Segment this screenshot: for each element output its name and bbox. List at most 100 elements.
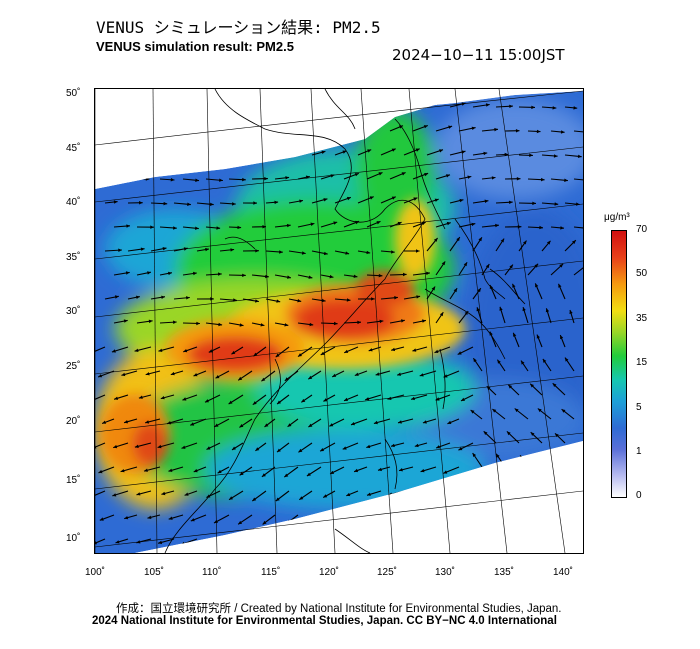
- wind-arrow-head: [193, 271, 197, 276]
- wind-arrow-head: [145, 420, 150, 424]
- wind-arrow-head: [298, 353, 302, 357]
- wind-arrow-head: [534, 263, 539, 268]
- wind-arrow-head: [558, 283, 562, 288]
- wind-arrow-head: [206, 494, 211, 498]
- colorbar-tick-50: 50: [636, 268, 648, 279]
- wind-arrow-head: [308, 275, 313, 279]
- wind-arrow-head: [367, 149, 372, 153]
- wind-arrow-head: [286, 223, 291, 228]
- wind-arrow-head: [170, 371, 175, 376]
- wind-arrow-head: [401, 172, 406, 176]
- wind-arrow-head: [95, 445, 97, 449]
- wind-arrow-head: [232, 446, 236, 450]
- wind-arrow-head: [576, 202, 580, 206]
- wind-arrow-head: [508, 384, 513, 389]
- forecast-timestamp: 2024−10−11 15:00JST: [392, 46, 565, 64]
- wind-arrow-head: [114, 295, 119, 299]
- wind-arrow: [573, 226, 583, 229]
- wind-arrow-head: [399, 468, 403, 472]
- wind-arrow-head: [215, 375, 220, 379]
- wind-arrow-head: [553, 154, 558, 158]
- wind-arrow-head: [434, 349, 439, 353]
- wind-arrow-head: [436, 445, 441, 449]
- wind-arrow-head: [457, 351, 462, 355]
- wind-arrow-head: [476, 307, 480, 312]
- credit-text: 作成：国立環境研究所 / Created by National Institu…: [116, 603, 562, 615]
- wind-arrow-head: [483, 431, 488, 435]
- wind-arrow-head: [231, 350, 236, 355]
- wind-arrow-head: [434, 198, 439, 202]
- wind-arrow-head: [560, 226, 564, 230]
- wind-arrow-head: [367, 492, 371, 496]
- wind-arrow-head: [394, 296, 398, 300]
- pm25-map[interactable]: [94, 88, 584, 554]
- concentration-field: [95, 91, 583, 553]
- wind-arrow-head: [473, 358, 477, 363]
- wind-arrow-head: [441, 261, 446, 266]
- wind-arrow-head: [509, 104, 513, 108]
- wind-arrow-head: [572, 240, 576, 244]
- wind-arrow-head: [120, 469, 125, 473]
- wind-arrow-head: [412, 348, 417, 352]
- wind-arrow-head: [173, 226, 177, 230]
- wind-arrow-head: [299, 496, 304, 500]
- wind-arrow-head: [486, 386, 491, 390]
- wind-arrow-head: [509, 200, 513, 204]
- wind-arrow-head: [217, 469, 222, 474]
- wind-arrow-head: [260, 323, 265, 327]
- wind-arrow-head: [499, 306, 503, 311]
- wind-arrow-head: [461, 150, 466, 154]
- wind-arrow-head: [443, 470, 448, 474]
- wind-arrow-head: [345, 251, 350, 255]
- wind-arrow-head: [491, 176, 496, 180]
- wind-arrow-head: [145, 372, 150, 376]
- wind-arrow-head: [355, 220, 360, 225]
- colorbar-tick-1: 1: [636, 446, 642, 457]
- wind-arrow-head: [98, 374, 103, 378]
- wind-arrow-head: [277, 400, 281, 404]
- wind-arrow-head: [237, 225, 242, 230]
- wind-arrow-head: [458, 447, 463, 451]
- wind-arrow-head: [366, 444, 371, 449]
- wind-arrow-head: [193, 468, 198, 473]
- wind-arrow-head: [435, 397, 440, 401]
- colorbar-tick-5: 5: [636, 402, 642, 413]
- wind-arrow-head: [443, 374, 448, 378]
- wind-arrow-head: [536, 129, 541, 134]
- wind-arrow-head: [158, 348, 163, 352]
- wind-arrow-head: [530, 432, 535, 436]
- wind-arrow-head: [378, 467, 382, 472]
- wind-arrow-head: [477, 288, 481, 293]
- wind-arrow-head: [521, 360, 525, 365]
- wind-arrow: [573, 178, 583, 182]
- wind-arrow-head: [495, 223, 499, 228]
- wind-arrow-head: [168, 516, 173, 520]
- wind-arrow-head: [121, 372, 126, 377]
- wind-arrow-head: [565, 357, 569, 362]
- wind-arrow-head: [459, 198, 464, 203]
- wind-arrow-head: [542, 358, 547, 363]
- wind-arrow-head: [136, 540, 141, 544]
- wind-arrow-head: [309, 322, 314, 327]
- wind-arrow-head: [470, 410, 475, 414]
- wind-arrow-head: [161, 295, 165, 299]
- wind-arrow-head: [170, 178, 175, 182]
- wind-arrow-head: [123, 319, 128, 323]
- wind-arrow-head: [134, 348, 139, 352]
- wind-arrow-head: [218, 322, 223, 327]
- wind-arrow-head: [321, 298, 326, 303]
- wind-arrow-head: [351, 422, 355, 426]
- wind-arrow-head: [308, 375, 313, 380]
- wind-arrow-head: [522, 307, 526, 312]
- wind-arrow-head: [239, 323, 244, 327]
- wind-arrow-head: [560, 130, 565, 134]
- wind-arrow-head: [206, 446, 211, 450]
- wind-arrow-head: [398, 420, 402, 424]
- wind-arrow-head: [391, 148, 396, 152]
- wind-arrow-head: [320, 351, 325, 355]
- wind-arrow-head: [148, 319, 153, 324]
- lat-tick-10: 10˚: [66, 533, 81, 544]
- wind-arrow-head: [183, 247, 188, 251]
- wind-arrow-head: [472, 453, 477, 457]
- wind-arrow-head: [287, 423, 292, 427]
